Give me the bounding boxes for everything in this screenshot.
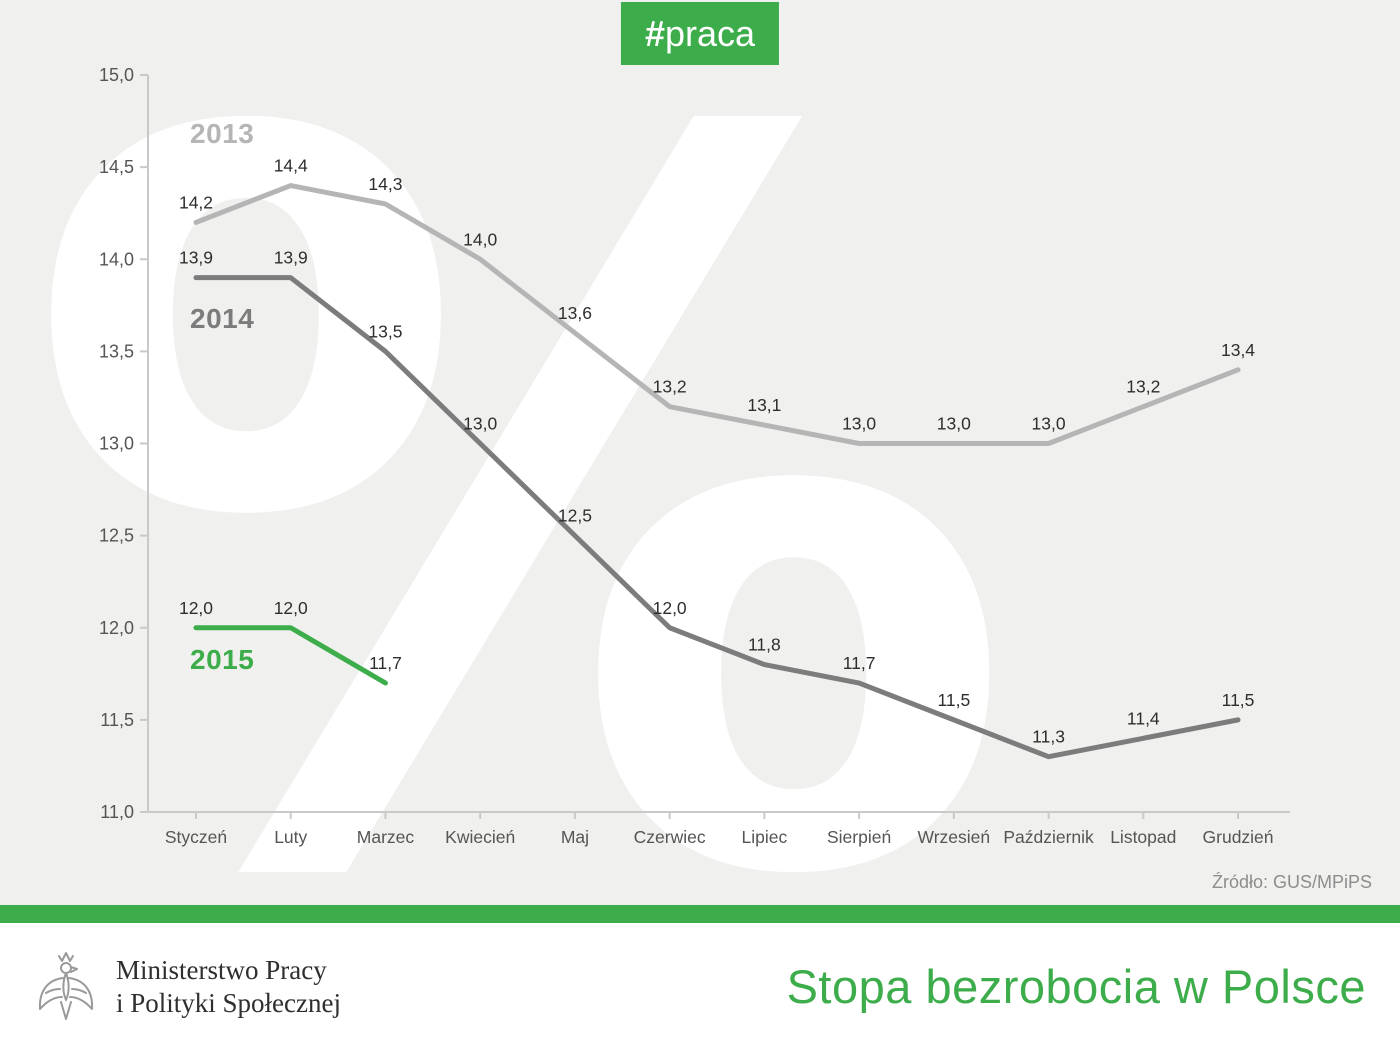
ministry-brand: Ministerstwo Pracy i Polityki Społecznej — [34, 947, 341, 1027]
badge-hash: # — [644, 13, 665, 54]
series-label-2015: 2015 — [190, 644, 255, 675]
series-line-2013 — [193, 183, 1241, 446]
data-label: 13,9 — [274, 248, 308, 268]
y-tick-label: 11,5 — [100, 710, 134, 730]
x-tick-label: Sierpień — [827, 827, 891, 847]
data-label: 13,2 — [653, 377, 687, 397]
data-label: 11,3 — [1032, 727, 1065, 747]
y-tick-label: 15,0 — [99, 65, 134, 85]
series-line-2014 — [193, 275, 1241, 760]
data-label: 12,0 — [653, 598, 687, 618]
chart-layer: 15,0 14,5 14,0 13,5 13,0 12,5 12,0 11,5 11,0 Styc… — [99, 65, 1290, 847]
footer: Ministerstwo Pracy i Polityki Społecznej… — [0, 923, 1400, 1050]
y-tick-label: 13,5 — [99, 341, 134, 361]
y-tick-label: 13,0 — [99, 434, 134, 454]
data-label: 11,7 — [843, 653, 876, 673]
data-label: 13,2 — [1126, 377, 1160, 397]
data-label: 11,4 — [1127, 708, 1160, 728]
data-label: 14,3 — [368, 174, 402, 194]
data-label: 13,6 — [558, 303, 592, 323]
x-tick-label: Październik — [1003, 827, 1094, 847]
y-tick-label: 12,5 — [99, 526, 134, 546]
series-line-2015 — [193, 625, 388, 686]
data-label: 11,8 — [748, 635, 781, 655]
percent-watermark: % — [19, 0, 1021, 905]
divider-bar — [0, 905, 1400, 923]
data-label: 13,9 — [179, 248, 213, 268]
x-tick-label: Maj — [561, 827, 589, 847]
eagle-logo — [38, 951, 94, 1020]
page-title: Stopa bezrobocia w Polsce — [786, 960, 1366, 1013]
data-label: 13,0 — [937, 414, 971, 434]
y-tick-label: 12,0 — [99, 618, 134, 638]
data-label: 13,0 — [463, 414, 497, 434]
praca-badge: #praca — [620, 2, 780, 65]
data-label: 13,1 — [747, 395, 781, 415]
data-label: 14,2 — [179, 192, 213, 212]
x-tick-label: Styczeń — [165, 827, 227, 847]
data-label: 11,5 — [1222, 690, 1255, 710]
data-label: 11,5 — [937, 690, 970, 710]
source-note: Źródło: GUS/MPiPS — [1211, 872, 1372, 892]
y-tick-label: 14,0 — [99, 249, 134, 269]
ministry-name-line1: Ministerstwo Pracy — [116, 954, 327, 985]
y-tick-label: 11,0 — [100, 802, 134, 822]
x-tick-label: Kwiecień — [445, 827, 515, 847]
data-label: 12,0 — [274, 598, 308, 618]
x-tick-label: Listopad — [1110, 827, 1176, 847]
y-tick-label: 14,5 — [99, 157, 134, 177]
unemployment-line-chart: % 15,0 14,5 14,0 13,5 13,0 12,5 12,0 11,5 11,0 St… — [19, 0, 1290, 905]
x-tick-label: Grudzień — [1203, 827, 1274, 847]
data-label: 14,0 — [463, 229, 497, 249]
series-label-2014: 2014 — [190, 303, 255, 334]
x-tick-label: Czerwiec — [634, 827, 706, 847]
ministry-name-line2: i Polityki Społecznej — [116, 987, 341, 1018]
data-label: 13,5 — [368, 321, 402, 341]
x-tick-label: Luty — [274, 827, 307, 847]
data-label: 14,4 — [274, 156, 308, 176]
badge-word: praca — [664, 13, 756, 54]
x-tick-label: Wrzesień — [918, 827, 991, 847]
ministry-name: Ministerstwo Pracy i Polityki Społecznej — [116, 954, 341, 1020]
x-tick-label: Marzec — [357, 827, 415, 847]
data-label: 13,4 — [1221, 340, 1255, 360]
data-label: 11,7 — [369, 653, 402, 673]
data-label: 13,0 — [1032, 414, 1066, 434]
data-label: 12,5 — [558, 506, 592, 526]
data-label: 12,0 — [179, 598, 213, 618]
data-label: 13,0 — [842, 414, 876, 434]
series-label-2013: 2013 — [190, 118, 255, 149]
x-tick-label: Lipiec — [742, 827, 788, 847]
